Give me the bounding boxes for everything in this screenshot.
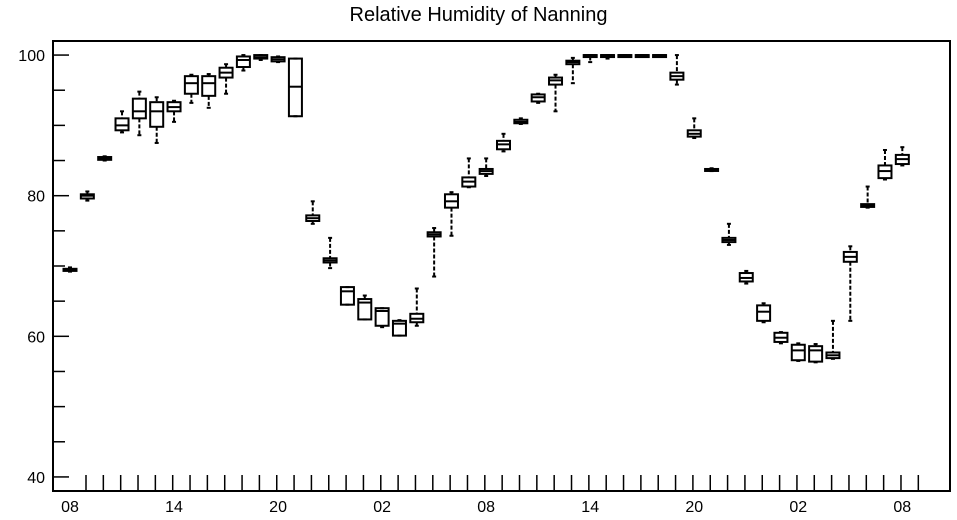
box-item [894,146,910,167]
box-item [582,54,598,64]
y-tick-label: 40 [27,470,45,487]
box-item [149,96,165,144]
box-item [305,200,321,225]
box-item [548,73,564,113]
box-item [669,54,685,86]
box-item [270,55,286,64]
box-item [461,157,477,189]
box-item [530,92,546,104]
box-body [756,304,772,322]
box-item [842,245,858,322]
y-tick-label: 60 [27,329,45,346]
box-item [391,319,407,337]
y-axis: 40 60 80 100 [18,48,69,487]
box-body [201,75,217,97]
box-item [877,148,893,181]
box-item [218,63,234,95]
box-item [756,302,772,324]
box-item [600,54,616,60]
box-item [790,342,806,362]
x-tick-label: 08 [477,499,495,516]
box-body [339,286,355,306]
box-body [183,75,199,95]
box-item [825,319,841,360]
box-body [114,117,130,132]
box-item [97,155,113,162]
box-item [79,190,95,202]
box-item [652,54,668,59]
box-item [860,185,876,209]
x-tick-label: 08 [893,499,911,516]
box-series [62,54,910,364]
box-item [131,90,147,137]
box-body [131,97,147,120]
box-item [253,54,269,61]
box-item [235,54,251,72]
box-item [513,117,529,125]
box-item [62,266,78,273]
box-body [808,345,824,363]
box-item [374,307,390,329]
x-tick-label: 02 [789,499,807,516]
box-item [114,110,130,134]
box-item [686,117,702,140]
box-item [409,287,425,327]
box-item [704,167,720,173]
box-item [721,222,737,246]
box-item [166,99,182,123]
y-tick-label: 100 [18,48,45,65]
box-item [496,132,511,153]
box-item [201,73,217,109]
x-tick-label: 14 [581,499,599,516]
box-item [738,269,754,285]
box-item [617,54,633,59]
box-item [808,343,824,364]
box-item [426,227,442,278]
box-body [357,298,373,321]
box-item [565,56,581,85]
box-item [634,54,650,59]
chart-title: Relative Humidity of Nanning [349,4,608,26]
box-body [149,101,165,128]
x-tick-label: 08 [61,499,79,516]
box-body [790,343,806,362]
y-tick-label: 80 [27,189,45,206]
x-tick-label: 20 [685,499,703,516]
box-item [183,73,199,104]
box-item [339,286,355,306]
box-item [287,57,303,118]
box-item [773,331,789,345]
box-item [322,236,338,270]
plot-frame [52,40,951,492]
box-item [357,294,373,321]
box-item [478,157,494,177]
x-tick-label: 02 [373,499,391,516]
box-body [391,319,407,337]
box-body [374,307,390,327]
box-item [443,191,459,237]
box-body [235,55,251,69]
x-axis: 08 14 20 02 08 14 20 02 08 [61,475,920,516]
x-tick-label: 20 [269,499,287,516]
x-tick-label: 14 [165,499,183,516]
